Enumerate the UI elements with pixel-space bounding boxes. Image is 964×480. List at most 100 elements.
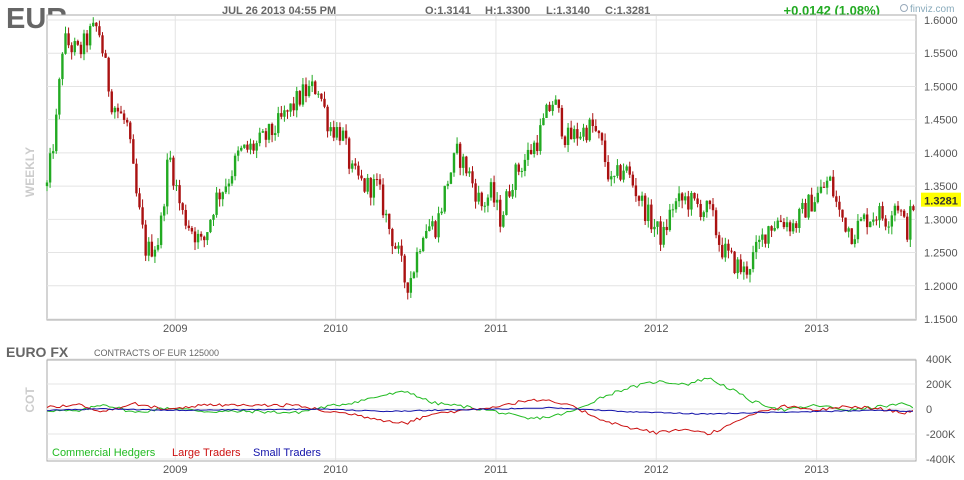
candle [813,196,816,212]
candle-body [264,131,268,140]
candle-body [841,209,844,218]
candle-body [440,211,443,214]
candles [45,17,915,300]
candle [88,23,92,50]
candle [668,203,672,232]
candle-body [314,81,317,95]
candle [110,89,113,115]
candle-body [240,147,243,151]
candle [548,101,551,112]
candle-body [699,203,702,218]
candle [529,144,533,155]
candle-body [893,205,897,216]
candle [499,195,502,233]
candle-body [838,201,841,210]
candle [236,146,240,162]
candle-body [88,26,92,46]
candle-body [144,224,147,256]
candle [745,261,749,279]
candle [526,142,530,166]
candle-body [369,177,372,198]
candle [304,77,308,103]
candle-body [107,57,110,92]
cot-x-axis: 2009 2010 2011 2012 2013 [163,464,829,476]
candle [702,210,705,222]
candle [150,234,154,258]
last-price-label: 1.3281 [924,196,958,208]
candle-body [785,222,789,228]
candle [828,175,832,182]
candle [671,203,675,218]
legend-small-traders: Small Traders [253,447,321,459]
candle [240,145,243,152]
candle-body [807,194,810,218]
candle-body [573,129,576,140]
cot-subtitle: CONTRACTS OF EUR 125000 [94,348,219,358]
candle [785,216,789,232]
candle-body [489,182,493,198]
candle [495,192,499,211]
candle-body [505,191,508,215]
candle [847,226,850,238]
candle-body [782,221,786,228]
candle [233,153,237,181]
candle-body [101,35,104,54]
candle-body [397,245,400,249]
candle-body [563,136,567,145]
candle [502,211,505,228]
candle [104,49,107,58]
candle-body [576,129,579,139]
candle-body [579,136,582,139]
candle-body [773,227,776,231]
candle-body [523,159,527,171]
candle-body [668,209,672,231]
candle-body [76,41,80,45]
candle-body [363,178,366,192]
candle-body [495,199,499,203]
candle-body [295,91,298,111]
candle [199,231,203,241]
candle [446,180,450,190]
candle-body [594,126,598,131]
candle-body [212,214,215,220]
candle [381,178,385,219]
candle [699,199,702,221]
candle-body [51,151,55,154]
candle-body [209,219,212,233]
candle-body [428,226,431,232]
candle-body [357,165,360,176]
candle-body [329,127,332,132]
candle-body [585,127,588,141]
candle [610,170,613,187]
candle [576,122,579,146]
candle-body [502,214,505,227]
candle-body [477,192,480,202]
candle [243,144,246,149]
candle-body [776,220,779,228]
quote-datetime: JUL 26 2013 04:55 PM [222,5,336,17]
candle-body [147,241,150,256]
candle [409,271,413,298]
candle [79,41,83,59]
candle [838,195,841,217]
candle [514,162,517,198]
candle-body [70,45,73,53]
finviz-logo[interactable]: finviz.com [900,4,955,15]
candle-body [85,33,89,46]
candle-body [199,233,203,237]
candle-body [394,246,397,249]
candle [310,74,314,93]
candle-body [122,113,126,120]
candle-body [902,210,906,217]
candle-body [273,133,277,136]
candle [875,216,878,226]
candle [724,237,727,262]
candle-body [307,85,311,97]
candle-body [172,157,175,186]
candle [58,77,61,120]
candle [662,221,665,248]
cot-lines [46,377,914,436]
candle [539,118,542,155]
candle-body [684,196,687,201]
